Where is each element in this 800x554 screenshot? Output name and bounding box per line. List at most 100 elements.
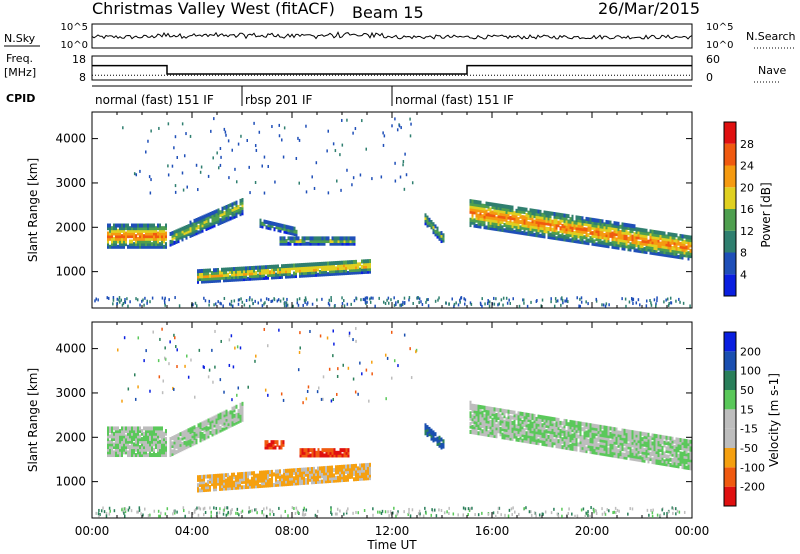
data-cell	[286, 297, 288, 301]
data-cell	[319, 466, 321, 471]
data-cell	[615, 229, 618, 234]
data-cell	[141, 450, 143, 455]
data-cell	[568, 507, 570, 511]
data-cell	[575, 426, 578, 431]
data-cell	[235, 200, 238, 205]
data-cell	[609, 453, 612, 458]
data-cell	[623, 428, 626, 433]
data-cell	[273, 472, 275, 477]
data-cell	[199, 274, 201, 279]
data-cell	[249, 271, 251, 276]
data-cell	[553, 507, 555, 511]
data-cell	[161, 437, 163, 442]
data-cell	[349, 268, 351, 273]
data-cell	[531, 440, 534, 445]
data-cell	[479, 418, 482, 423]
data-cell	[325, 236, 328, 241]
data-cell	[119, 228, 121, 233]
data-cell	[569, 233, 572, 238]
data-cell	[512, 506, 514, 510]
data-cell	[183, 443, 186, 448]
data-cell	[183, 233, 186, 238]
data-cell	[673, 235, 676, 240]
data-cell	[597, 237, 600, 242]
data-cell	[569, 419, 572, 424]
data-cell	[217, 424, 220, 429]
data-cell	[420, 300, 422, 304]
data-cell	[217, 421, 220, 426]
data-cell	[319, 469, 321, 474]
data-cell	[607, 434, 610, 439]
data-cell	[497, 222, 500, 227]
data-cell	[605, 302, 608, 306]
data-cell	[537, 222, 540, 227]
data-cell	[479, 216, 482, 221]
data-cell	[489, 427, 492, 432]
data-cell	[179, 432, 182, 437]
data-cell	[317, 262, 319, 267]
data-cell	[543, 215, 546, 220]
data-cell	[107, 429, 109, 434]
data-cell	[215, 427, 218, 432]
data-cell	[364, 300, 367, 304]
data-cell	[355, 510, 357, 514]
data-cell	[345, 453, 348, 458]
data-cell	[463, 302, 466, 306]
data-cell	[159, 244, 161, 249]
data-cell	[553, 422, 556, 427]
data-cell	[593, 439, 596, 444]
data-cell	[555, 441, 558, 446]
data-cell	[623, 246, 626, 251]
data-cell	[247, 482, 249, 487]
data-cell	[119, 439, 121, 444]
data-cell	[593, 434, 596, 439]
data-cell	[159, 231, 161, 236]
data-cell	[153, 226, 155, 231]
data-cell	[655, 439, 658, 444]
data-cell	[309, 270, 311, 275]
data-cell	[689, 453, 692, 458]
data-cell	[263, 473, 265, 478]
data-cell	[229, 203, 232, 208]
data-cell	[305, 472, 307, 477]
data-cell	[369, 259, 371, 264]
data-cell	[203, 428, 206, 433]
cpid-panel: CPID normal (fast) 151 IF rbsp 201 IF norm…	[6, 85, 692, 107]
data-cell	[619, 446, 622, 451]
data-cell	[675, 461, 678, 466]
data-cell	[643, 241, 646, 246]
data-cell	[533, 424, 536, 429]
data-cell	[601, 222, 604, 227]
data-cell	[645, 445, 648, 450]
data-cell	[221, 214, 224, 219]
data-cell	[283, 126, 286, 130]
data-cell	[353, 466, 355, 471]
data-cell	[189, 429, 192, 434]
data-cell	[235, 420, 238, 425]
data-cell	[223, 423, 226, 428]
data-cell	[643, 432, 646, 437]
nsky-tick-top: 10^5	[61, 22, 88, 33]
data-cell	[553, 211, 556, 216]
data-cell	[203, 214, 206, 219]
data-cell	[673, 251, 676, 256]
data-cell	[567, 238, 570, 243]
data-cell	[655, 458, 658, 463]
data-cell	[143, 242, 145, 247]
data-cell	[159, 236, 161, 241]
data-cell	[440, 442, 443, 447]
data-cell	[235, 415, 238, 420]
data-cell	[341, 268, 343, 273]
data-cell	[177, 435, 180, 440]
data-cell	[487, 204, 490, 209]
data-cell	[635, 457, 638, 462]
data-cell	[215, 481, 217, 486]
data-cell	[587, 217, 590, 222]
data-cell	[521, 231, 524, 236]
data-cell	[505, 209, 508, 214]
data-cell	[271, 469, 273, 474]
data-cell	[519, 220, 522, 225]
data-cell	[207, 485, 209, 490]
power-colorbar-swatch	[724, 209, 736, 231]
data-cell	[614, 506, 617, 510]
